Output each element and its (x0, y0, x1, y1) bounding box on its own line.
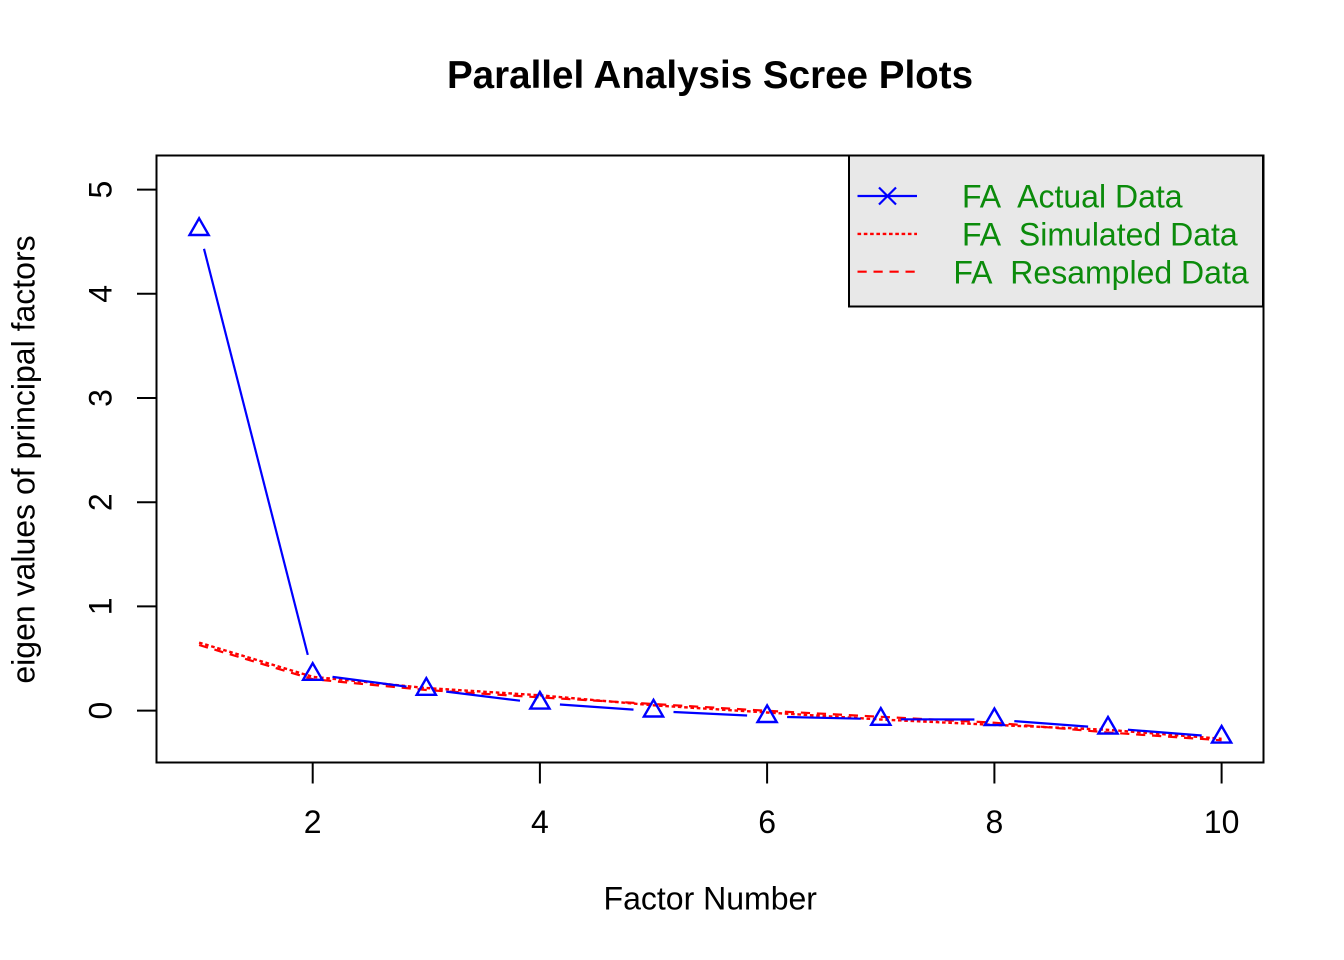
svg-text:1: 1 (83, 598, 119, 616)
svg-text:FA Resampled Data: FA Resampled Data (953, 254, 1248, 290)
svg-text:8: 8 (986, 804, 1004, 840)
svg-text:3: 3 (83, 389, 119, 407)
svg-text:0: 0 (83, 702, 119, 720)
svg-text:Factor Number: Factor Number (604, 881, 818, 917)
svg-text:6: 6 (758, 804, 776, 840)
svg-text:2: 2 (83, 493, 119, 511)
svg-text:eigen values of principal fact: eigen values of principal factors (6, 235, 42, 683)
svg-text:FA Actual Data: FA Actual Data (962, 179, 1183, 215)
svg-text:5: 5 (83, 181, 119, 199)
svg-text:4: 4 (83, 285, 119, 303)
svg-text:4: 4 (531, 804, 549, 840)
svg-text:10: 10 (1204, 804, 1240, 840)
svg-text:FA Simulated Data: FA Simulated Data (962, 217, 1238, 253)
svg-text:2: 2 (304, 804, 322, 840)
svg-text:Parallel Analysis Scree Plots: Parallel Analysis Scree Plots (447, 54, 973, 97)
